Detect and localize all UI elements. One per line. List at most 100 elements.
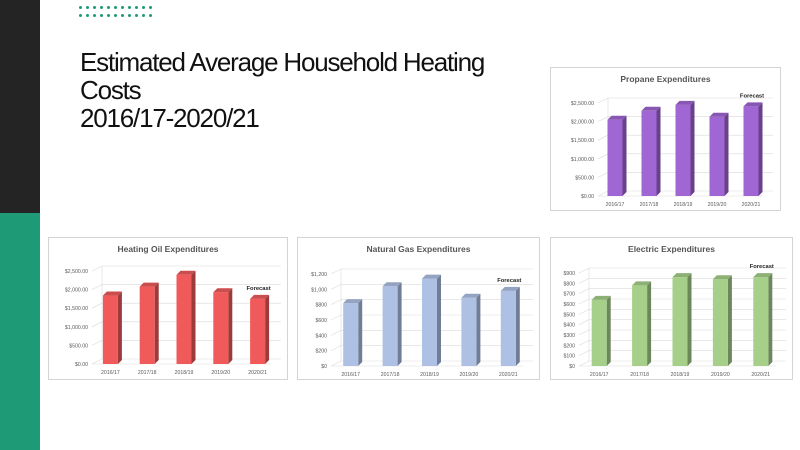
y-tick-label: $2,000.00 [571, 120, 594, 126]
y-tick-label: $600 [563, 302, 575, 308]
y-tick-label: $400 [563, 323, 575, 329]
bar-side [515, 286, 520, 366]
y-tick-label: $400 [315, 333, 327, 339]
bar-top [709, 112, 729, 117]
bar [250, 298, 266, 364]
gridline-edge [330, 360, 342, 367]
bar-side [228, 288, 233, 364]
y-tick-label: $2,500.00 [571, 101, 594, 107]
x-tick-label: 2018/19 [175, 370, 194, 376]
decorative-dot [128, 6, 131, 9]
gridline-edge [578, 360, 590, 367]
x-tick-label: 2019/20 [708, 202, 727, 208]
decorative-dot [114, 14, 117, 17]
chart-title: Electric Expenditures [628, 244, 715, 254]
y-tick-label: $700 [563, 292, 575, 298]
decorative-dot [93, 6, 96, 9]
y-tick-label: $1,200 [311, 272, 327, 278]
x-tick-label: 2016/17 [590, 372, 609, 378]
decorative-dot [121, 6, 124, 9]
bar [672, 277, 688, 366]
bar [675, 104, 691, 196]
forecast-annotation: Forecast [247, 286, 271, 292]
chart-canvas: $0.00 $500.00 $1,000.00 $1,500.00 $2,000.00 $… [65, 265, 281, 376]
gridline-edge [597, 172, 609, 178]
bar [139, 286, 155, 364]
forecast-annotation: Forecast [740, 93, 764, 99]
gridline-edge [597, 153, 609, 160]
x-tick-label: 2017/18 [138, 370, 157, 376]
x-tick-label: 2020/21 [248, 370, 267, 376]
bar-top [753, 273, 773, 278]
decorative-dot [128, 14, 131, 17]
bar [213, 292, 229, 364]
y-tick-label: $800 [315, 303, 327, 309]
bar-side [191, 270, 196, 364]
bar-side [622, 115, 627, 196]
bar [641, 110, 657, 196]
gridline-edge [597, 134, 609, 141]
bar-side [727, 275, 732, 366]
gridline-edge [330, 299, 342, 305]
bar-top [607, 115, 627, 120]
gridline-edge [91, 340, 103, 346]
bar-side [758, 102, 763, 196]
bar-top [461, 293, 481, 298]
x-tick-label: 2020/21 [751, 372, 770, 378]
x-tick-label: 2018/19 [420, 372, 439, 378]
gridline-edge [597, 116, 609, 122]
bar-top [672, 273, 692, 278]
gridline-edge [578, 298, 590, 305]
gridline-edge [330, 330, 342, 336]
x-tick-label: 2016/17 [341, 372, 360, 378]
bar-side [265, 294, 270, 364]
bar-top [500, 286, 520, 291]
bar-side [437, 274, 441, 366]
bar-top [641, 106, 661, 111]
bar [753, 277, 769, 366]
decorative-dots [79, 6, 159, 20]
decorative-dot [107, 6, 110, 9]
bar-top [632, 281, 652, 286]
bar [102, 295, 118, 364]
bar [382, 286, 398, 366]
x-tick-label: 2019/20 [711, 372, 730, 378]
decorative-dot [86, 6, 89, 9]
x-tick-label: 2018/19 [671, 372, 690, 378]
decorative-dot [149, 6, 152, 9]
decorative-dot [79, 14, 82, 17]
x-tick-label: 2020/21 [742, 202, 761, 208]
decorative-dot [93, 14, 96, 17]
bar [712, 279, 728, 366]
bar [709, 116, 725, 196]
bar-side [476, 293, 481, 366]
sidebar-green-band [0, 213, 40, 450]
bar-side [117, 291, 122, 364]
decorative-dot [79, 6, 82, 9]
y-tick-label: $800 [563, 281, 575, 287]
y-tick-label: $100 [563, 354, 575, 360]
gridline-edge [597, 190, 609, 197]
bar-top [422, 274, 441, 279]
bar [607, 119, 623, 196]
decorative-dot [107, 14, 110, 17]
bar [461, 297, 477, 366]
decorative-dot [135, 14, 138, 17]
bar-side [687, 273, 692, 366]
chart-title: Heating Oil Expenditures [117, 244, 219, 254]
decorative-dot [135, 6, 138, 9]
y-tick-label: $500.00 [575, 175, 594, 181]
x-tick-label: 2018/19 [674, 202, 693, 208]
x-tick-label: 2019/20 [211, 370, 230, 376]
y-tick-label: $1,000.00 [571, 157, 594, 163]
bar-top [102, 291, 122, 296]
y-tick-label: $1,500.00 [65, 306, 88, 312]
x-tick-label: 2017/18 [640, 202, 659, 208]
gridline-edge [91, 358, 103, 365]
y-tick-label: $0 [321, 364, 327, 370]
gridline-edge [578, 267, 590, 274]
forecast-annotation: Forecast [497, 278, 521, 284]
y-tick-label: $200 [563, 343, 575, 349]
bar-top [213, 288, 233, 293]
slide-title: Estimated Average Household Heating Cost… [80, 48, 520, 132]
